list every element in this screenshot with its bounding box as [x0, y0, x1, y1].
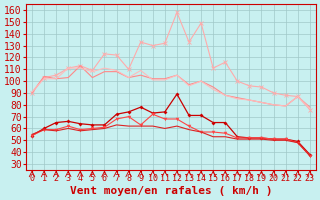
X-axis label: Vent moyen/en rafales ( km/h ): Vent moyen/en rafales ( km/h ) [70, 186, 272, 196]
